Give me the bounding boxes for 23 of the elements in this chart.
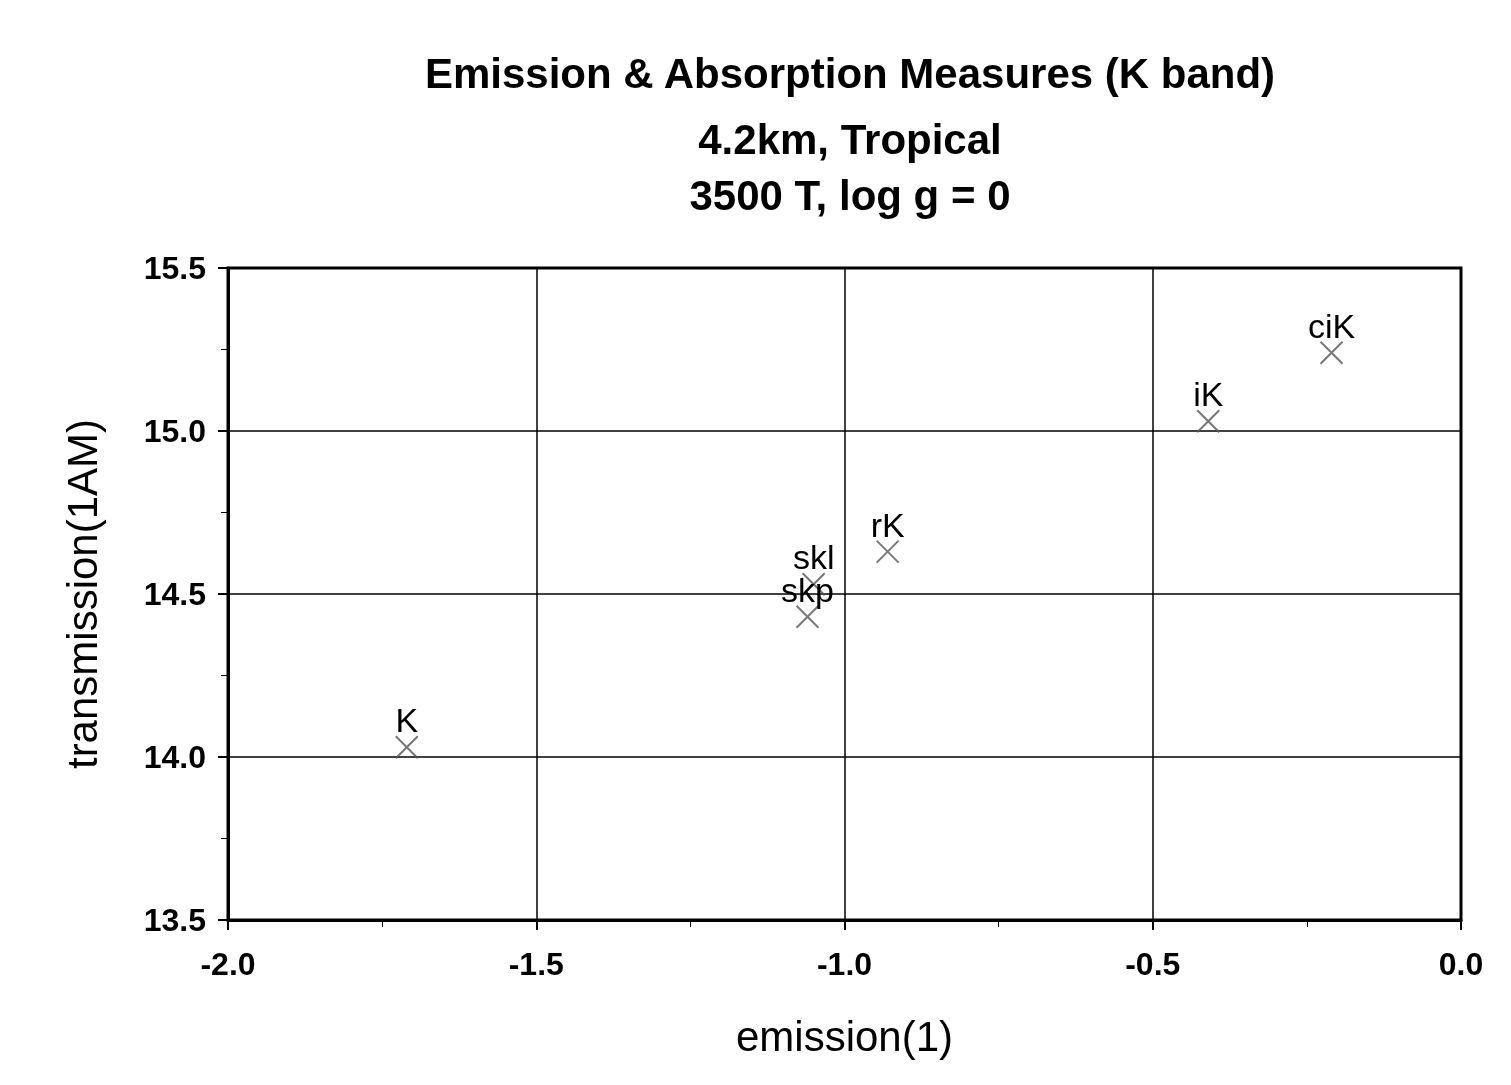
y-tick-label: 15.5 bbox=[143, 250, 206, 286]
annotation: ciK bbox=[1307, 306, 1356, 345]
point bbox=[1196, 409, 1221, 434]
annotation: iK bbox=[1193, 375, 1224, 414]
chart-title: Emission & Absorption Measures (K band) bbox=[424, 49, 1276, 97]
x-tick-label: -0.5 bbox=[1125, 946, 1181, 982]
y-tick-label: 14.5 bbox=[143, 576, 206, 612]
x-tick-label: 0.0 bbox=[1438, 946, 1484, 982]
x-tick-label: -2.0 bbox=[200, 946, 256, 982]
x-tick-label: -1.5 bbox=[508, 946, 564, 982]
annotation: K bbox=[395, 701, 419, 740]
y-tick-label: 14.0 bbox=[143, 739, 206, 775]
point bbox=[394, 735, 419, 760]
point bbox=[875, 539, 900, 564]
y-tick-label: 15.0 bbox=[143, 413, 206, 449]
chart-subtitle: 4.2km, Tropical 3500 T, log g = 0 bbox=[689, 115, 1011, 219]
annotation: rK bbox=[870, 505, 905, 544]
y-axis-title: transmission(1AM) bbox=[58, 418, 106, 770]
x-axis-title: emission(1) bbox=[735, 1012, 954, 1060]
point bbox=[1319, 340, 1344, 365]
y-tick-label: 13.5 bbox=[143, 902, 206, 938]
x-tick-label: -1.0 bbox=[816, 946, 873, 982]
annotation: skl bbox=[792, 538, 835, 577]
